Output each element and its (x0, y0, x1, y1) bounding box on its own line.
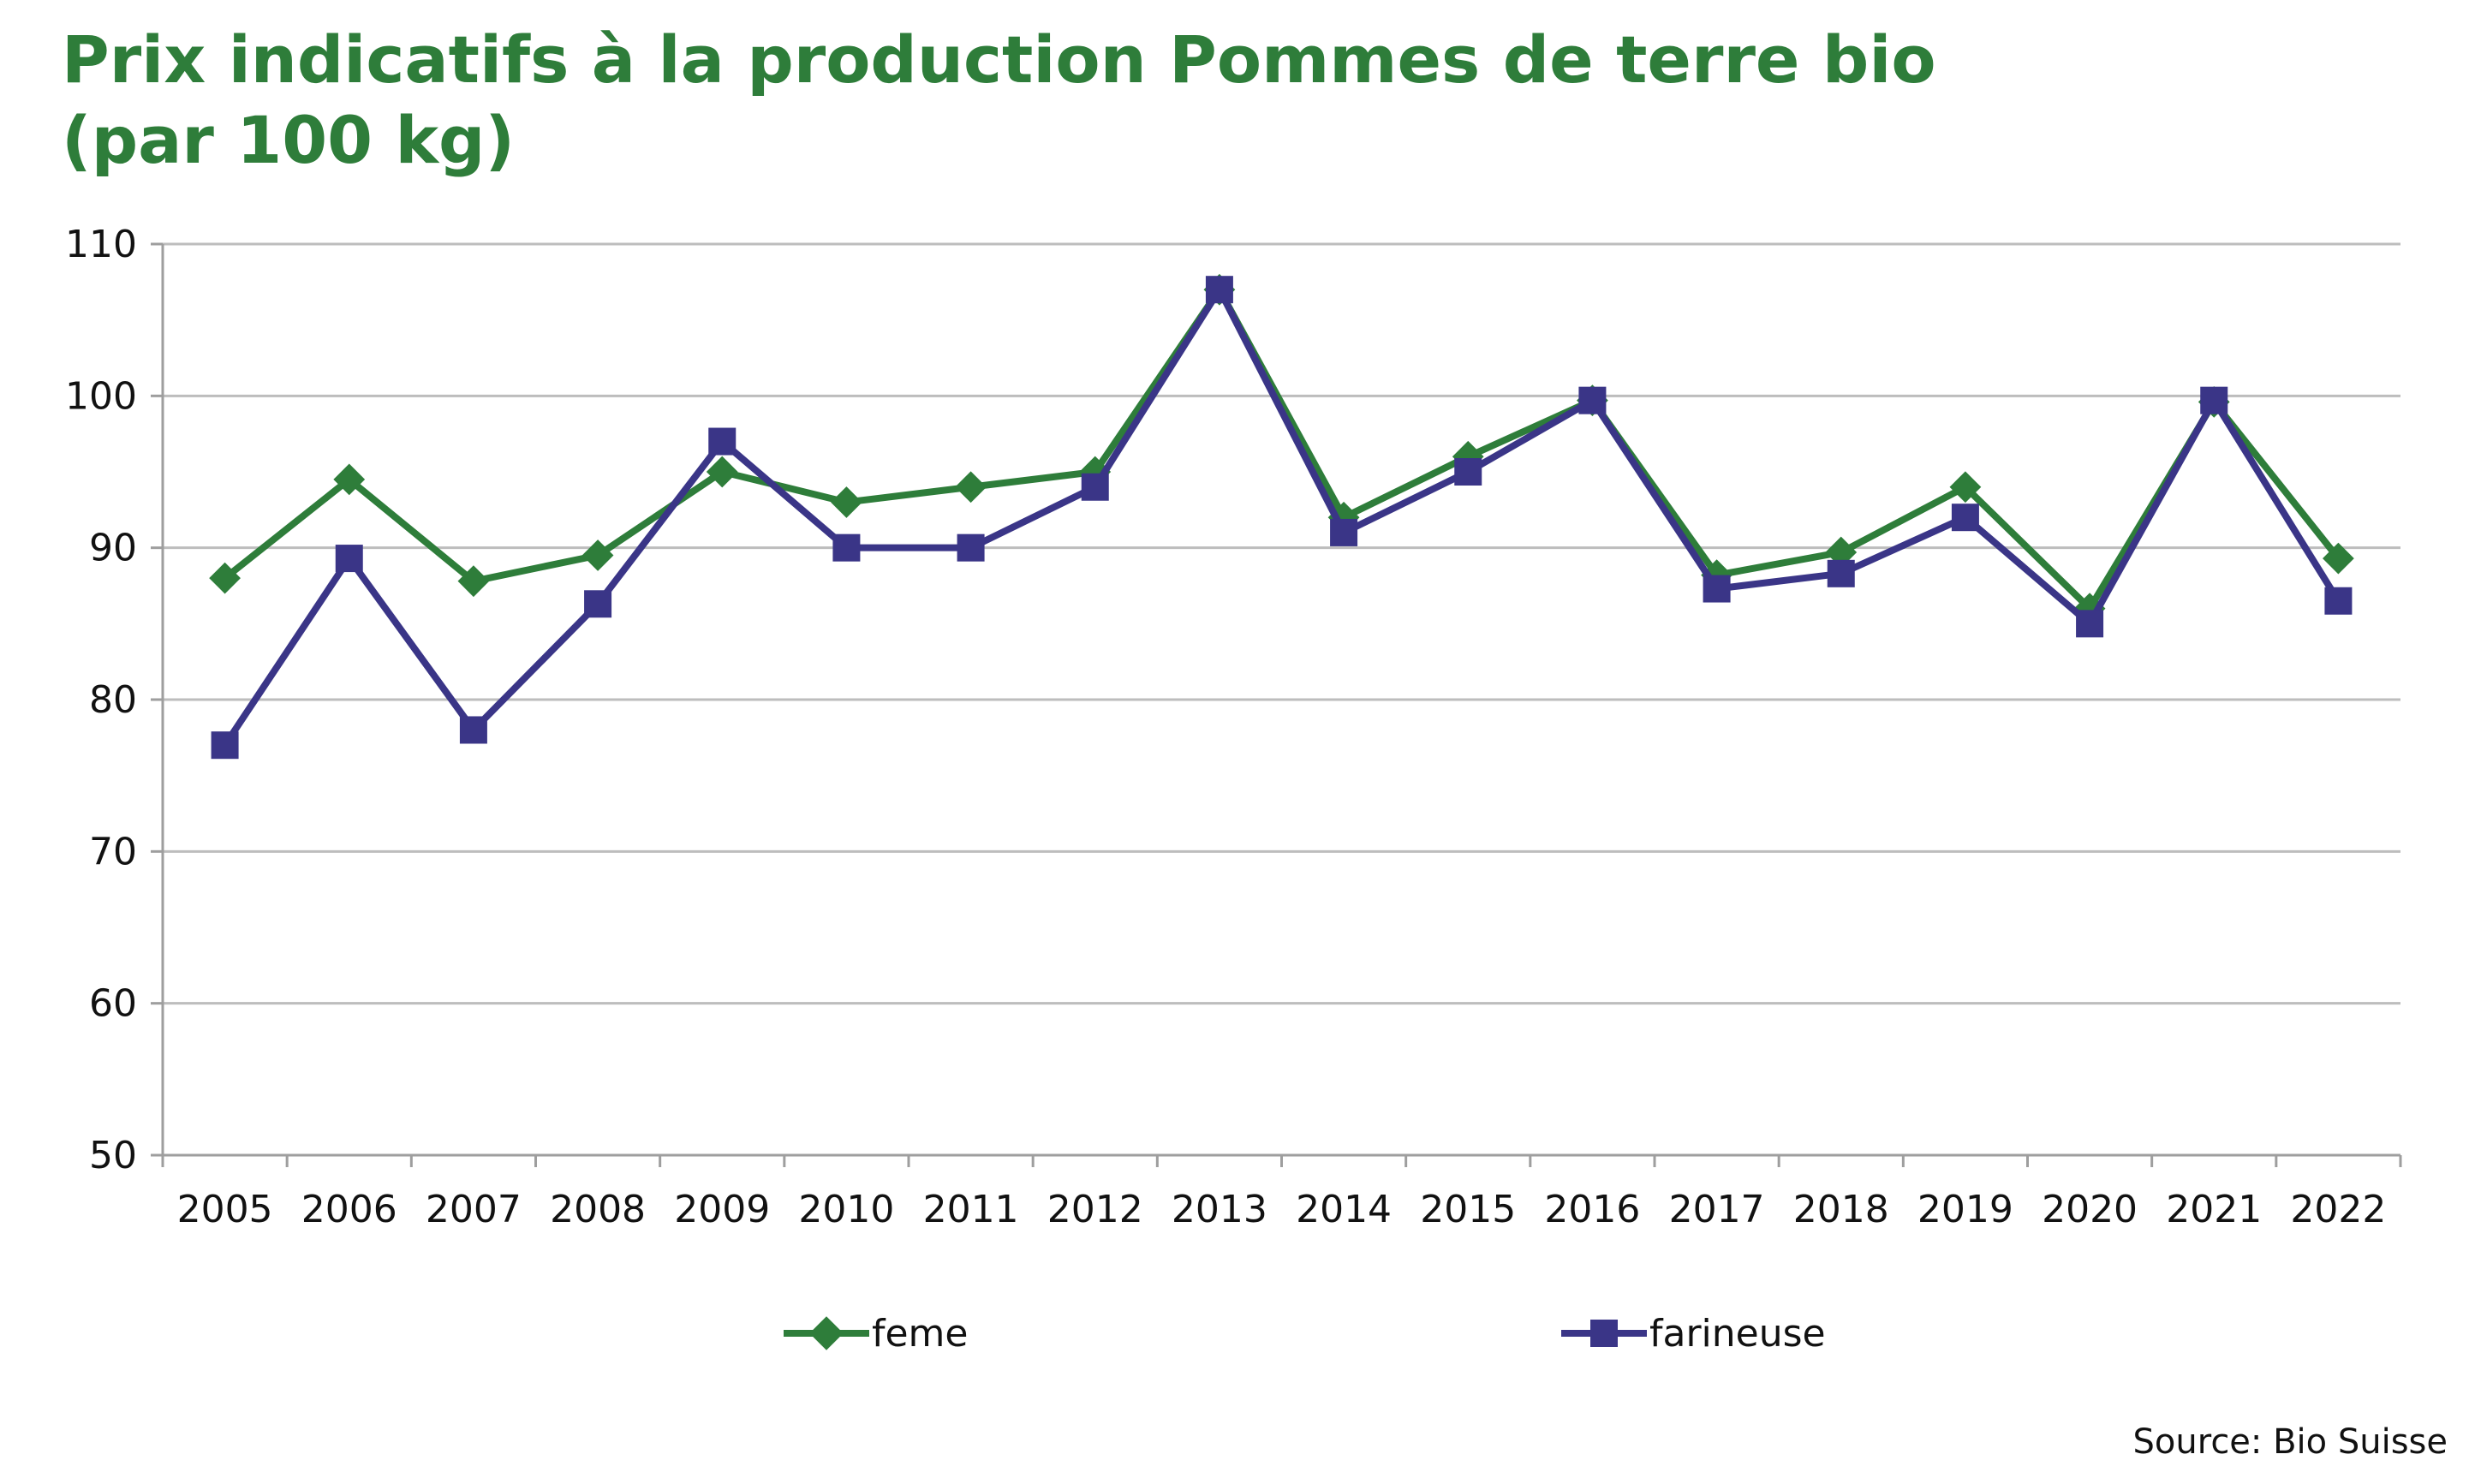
y-tick-label: 50 (89, 1134, 137, 1177)
legend-item-feme: feme (784, 1312, 969, 1356)
point-farineuse-2008 (584, 590, 612, 618)
x-tick-label: 2017 (1669, 1188, 1765, 1231)
axes (151, 242, 2402, 1167)
x-tick-label: 2012 (1047, 1188, 1143, 1231)
legend-label-feme: feme (872, 1312, 969, 1356)
legend-label-farineuse: farineuse (1649, 1312, 1826, 1356)
grid (163, 242, 2400, 1005)
y-tick-label: 80 (89, 678, 137, 722)
point-farineuse-2019 (1951, 504, 1979, 532)
series-line-farineuse (222, 286, 2341, 748)
source-note: Source: Bio Suisse (2133, 1422, 2448, 1462)
x-tick-label: 2014 (1296, 1188, 1392, 1231)
x-tick-label: 2016 (1544, 1188, 1640, 1231)
y-tick-label: 110 (65, 223, 137, 266)
point-farineuse-2014 (1330, 518, 1358, 546)
point-feme-2008 (581, 539, 614, 571)
point-feme-2007 (457, 565, 490, 598)
x-tick-label: 2010 (798, 1188, 894, 1231)
x-tick-label: 2022 (2290, 1188, 2386, 1231)
x-tick-label: 2015 (1420, 1188, 1516, 1231)
chart-title-line-2: (par 100 kg) (62, 102, 515, 178)
point-farineuse-2021 (2200, 386, 2228, 414)
point-farineuse-2006 (335, 545, 363, 573)
point-feme-2006 (333, 463, 366, 496)
point-farineuse-2012 (1081, 473, 1109, 501)
legend-marker-farineuse (1590, 1320, 1618, 1347)
x-tick-label: 2019 (1917, 1188, 2013, 1231)
x-tick-label: 2005 (177, 1188, 273, 1231)
y-tick-label: 90 (89, 527, 137, 570)
series (209, 273, 2354, 760)
legend: feme farineuse (784, 1312, 1826, 1356)
x-axis-tick-labels: 2005 2006 2007 2008 2009 2010 2011 2012 2013 2014… (177, 1188, 2387, 1231)
point-farineuse-2017 (1703, 575, 1731, 603)
point-farineuse-2010 (832, 533, 861, 562)
x-tick-label: 2007 (426, 1188, 522, 1231)
y-tick-label: 60 (89, 982, 137, 1026)
y-tick-label: 100 (65, 374, 137, 418)
x-tick-label: 2009 (674, 1188, 770, 1231)
x-tick-label: 2021 (2166, 1188, 2262, 1231)
series-farineuse (211, 276, 2353, 760)
point-feme-2011 (955, 471, 987, 504)
point-farineuse-2013 (1205, 276, 1233, 304)
x-tick-label: 2013 (1172, 1188, 1267, 1231)
point-feme-2019 (1949, 471, 1982, 504)
point-farineuse-2016 (1578, 386, 1607, 414)
point-farineuse-2018 (1827, 559, 1855, 587)
x-tick-label: 2008 (550, 1188, 646, 1231)
x-tick-label: 2006 (301, 1188, 397, 1231)
point-farineuse-2022 (2324, 587, 2353, 615)
point-feme-2010 (831, 486, 862, 518)
point-farineuse-2015 (1454, 458, 1482, 486)
series-line-feme (223, 286, 2341, 612)
legend-item-farineuse: farineuse (1561, 1312, 1826, 1356)
legend-marker-feme (809, 1316, 844, 1350)
y-axis-tick-labels: 50 60 70 80 90 100 110 (65, 223, 137, 1177)
y-tick-label: 70 (89, 830, 137, 873)
point-feme-2022 (2323, 542, 2354, 575)
point-farineuse-2009 (708, 427, 737, 456)
x-tick-label: 2018 (1793, 1188, 1889, 1231)
point-feme-2009 (706, 456, 738, 488)
series-feme (209, 273, 2354, 624)
chart-title-line-1: Prix indicatifs à la production Pommes d… (62, 21, 1936, 98)
point-farineuse-2007 (459, 716, 487, 744)
x-tick-label: 2020 (2042, 1188, 2138, 1231)
point-farineuse-2020 (2076, 610, 2104, 638)
x-tick-label: 2011 (923, 1188, 1019, 1231)
point-farineuse-2005 (211, 731, 239, 760)
point-farineuse-2011 (957, 533, 985, 562)
